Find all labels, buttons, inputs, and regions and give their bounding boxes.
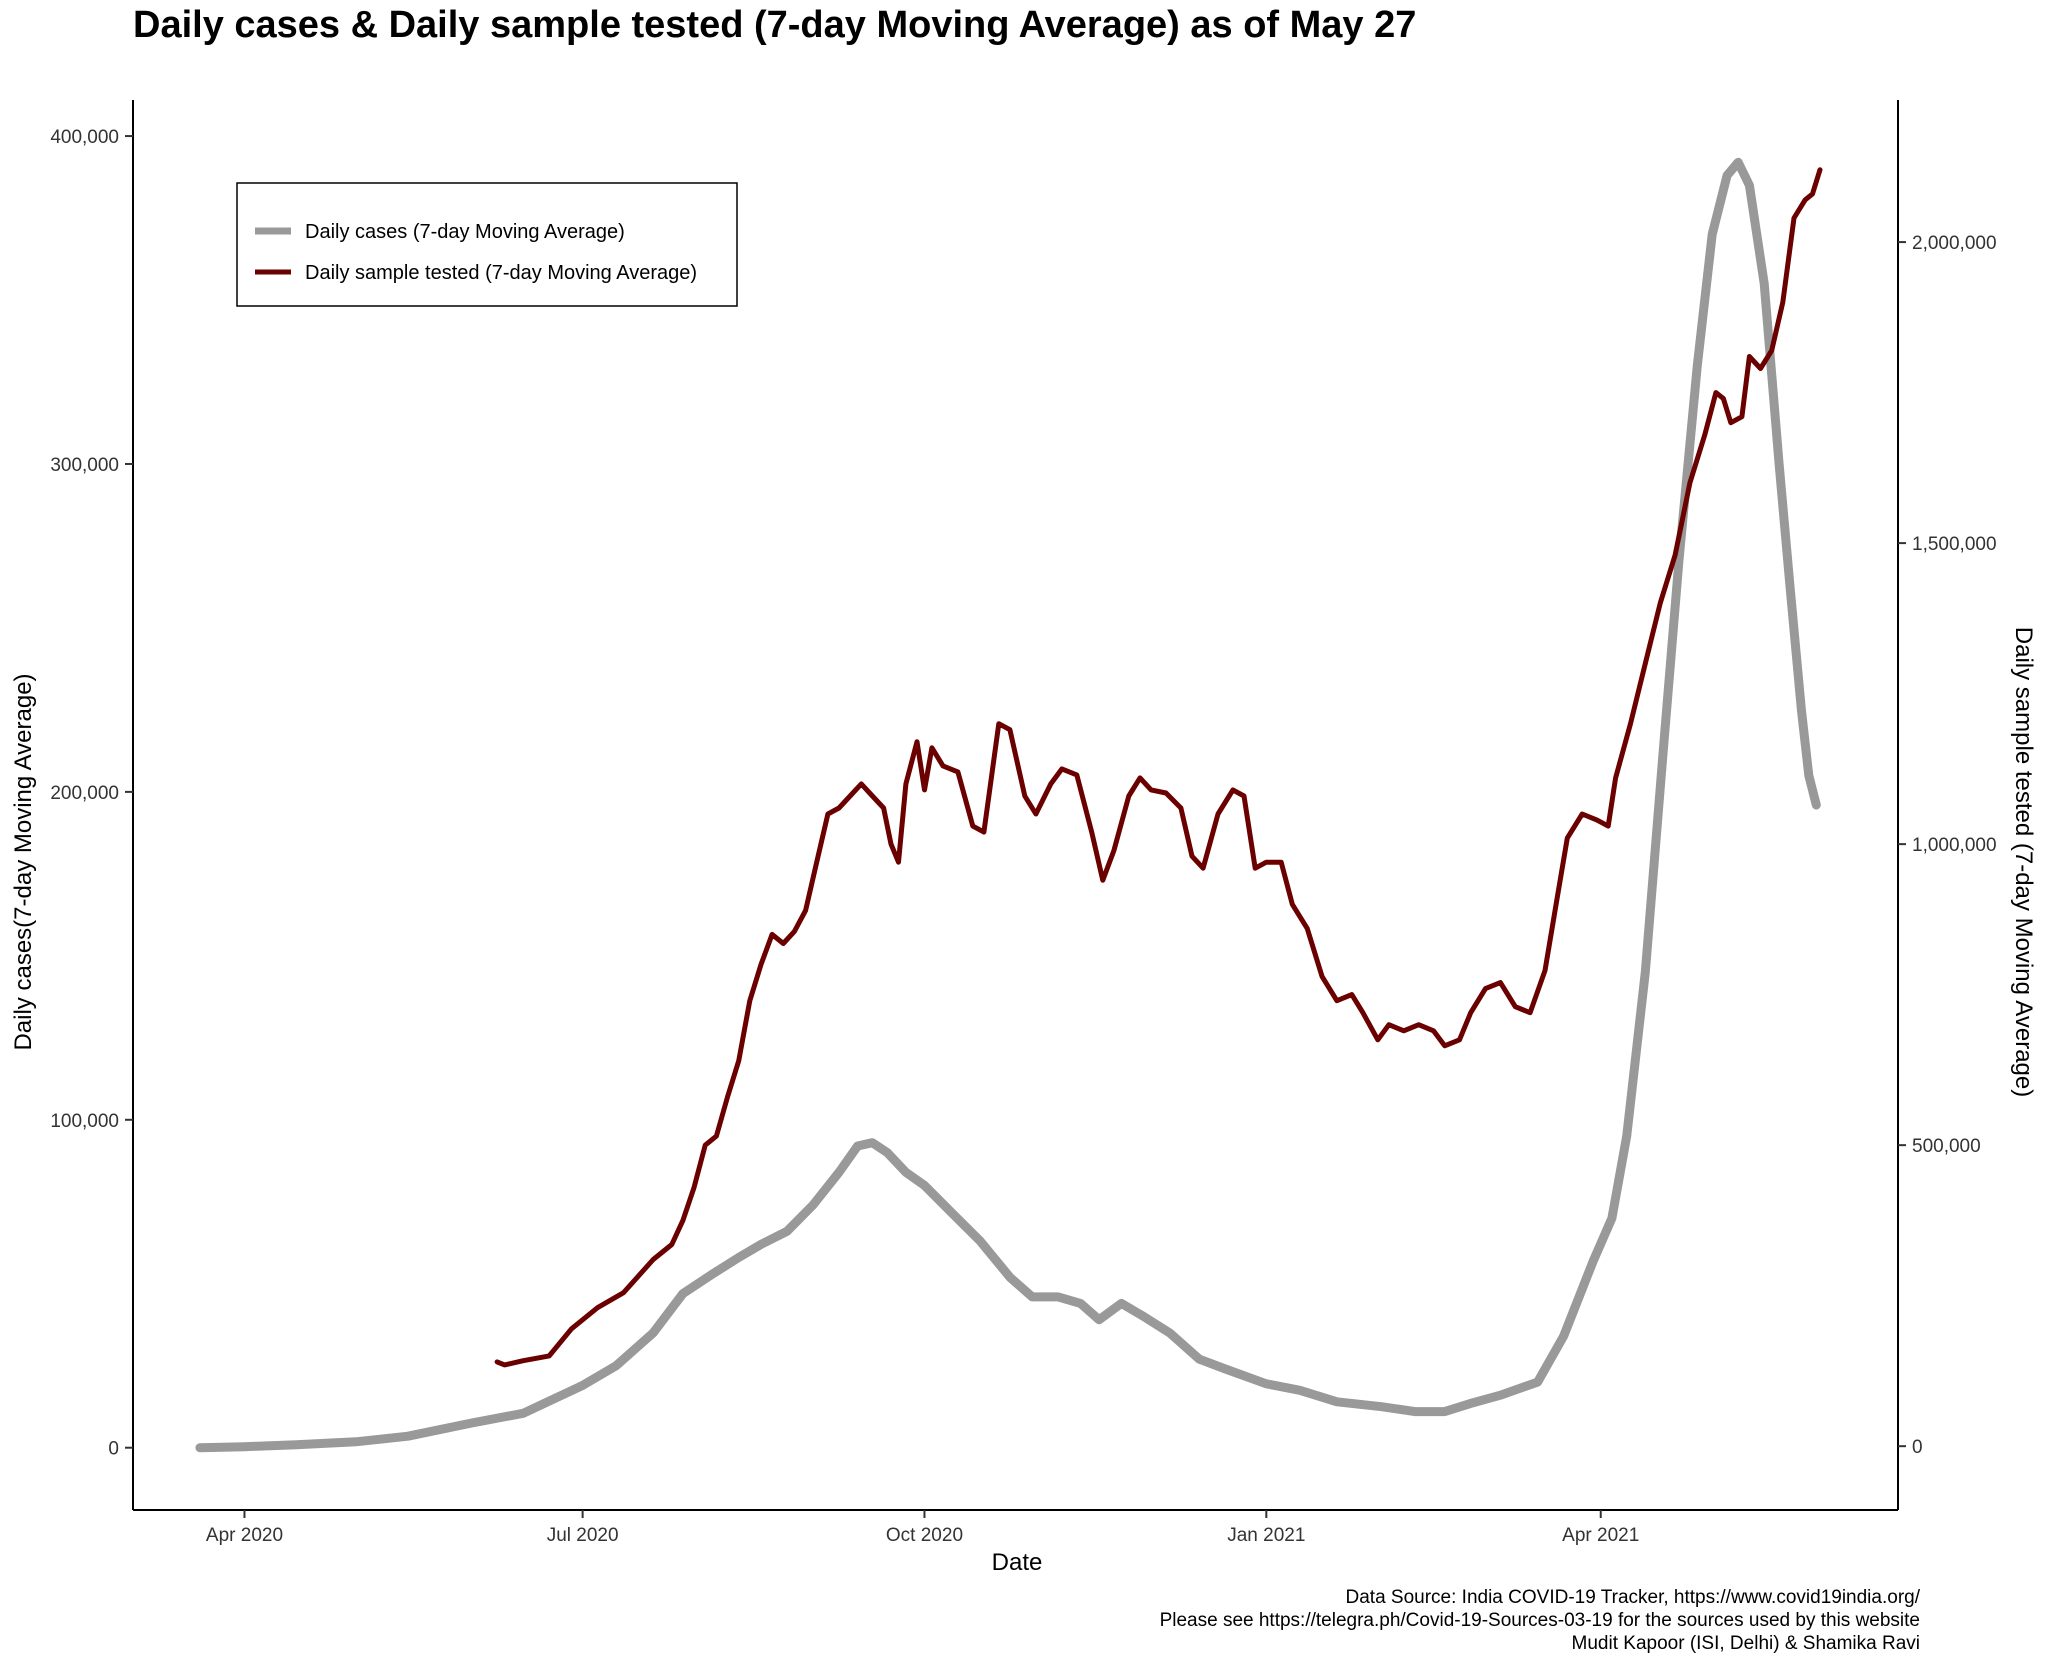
x-tick-label: Jan 2021: [1227, 1525, 1305, 1546]
x-axis-title: Date: [992, 1549, 1043, 1576]
y-left-tick-label: 0: [108, 1439, 119, 1460]
chart-title: Daily cases & Daily sample tested (7-day…: [133, 4, 1417, 46]
y-left-tick-label: 300,000: [50, 455, 119, 476]
y-right-tick-label: 500,000: [1912, 1136, 1981, 1157]
legend-box: [236, 182, 738, 307]
y-left-tick-label: 400,000: [50, 127, 119, 148]
y-right-axis-title: Daily sample tested (7-day Moving Averag…: [2010, 627, 2037, 1097]
series-line-daily-samples: [494, 167, 1823, 1368]
series-layer: [195, 157, 1823, 1453]
series-line-daily-cases: [195, 157, 1821, 1453]
legend-label-daily-cases: Daily cases (7-day Moving Average): [305, 221, 625, 243]
x-tick-label: Oct 2020: [886, 1525, 963, 1546]
axes: 0 100,000 200,000 300,000 400,000 0 500,000 1,0…: [50, 100, 1997, 1546]
x-tick-label: Apr 2021: [1562, 1525, 1639, 1546]
caption-authors: Mudit Kapoor (ISI, Delhi) & Shamika Ravi: [1571, 1633, 1920, 1654]
caption-sources-note: Please see https://telegra.ph/Covid-19-S…: [1159, 1610, 1920, 1631]
legend: Daily cases (7-day Moving Average) Daily…: [236, 182, 738, 307]
x-tick-label: Apr 2020: [206, 1525, 283, 1546]
y-left-tick-label: 200,000: [50, 783, 119, 804]
y-right-tick-label: 0: [1912, 1437, 1923, 1458]
legend-label-daily-samples: Daily sample tested (7-day Moving Averag…: [305, 262, 697, 284]
y-left-axis-title: Daily cases(7-day Moving Average): [10, 673, 37, 1050]
y-right-tick-label: 1,000,000: [1912, 835, 1997, 856]
caption-source: Data Source: India COVID-19 Tracker, htt…: [1345, 1587, 1921, 1608]
y-right-tick-label: 1,500,000: [1912, 534, 1997, 555]
y-left-tick-label: 100,000: [50, 1111, 119, 1132]
caption: Data Source: India COVID-19 Tracker, htt…: [1160, 1586, 1920, 1655]
x-tick-label: Jul 2020: [547, 1525, 619, 1546]
y-right-tick-label: 2,000,000: [1912, 233, 1997, 254]
